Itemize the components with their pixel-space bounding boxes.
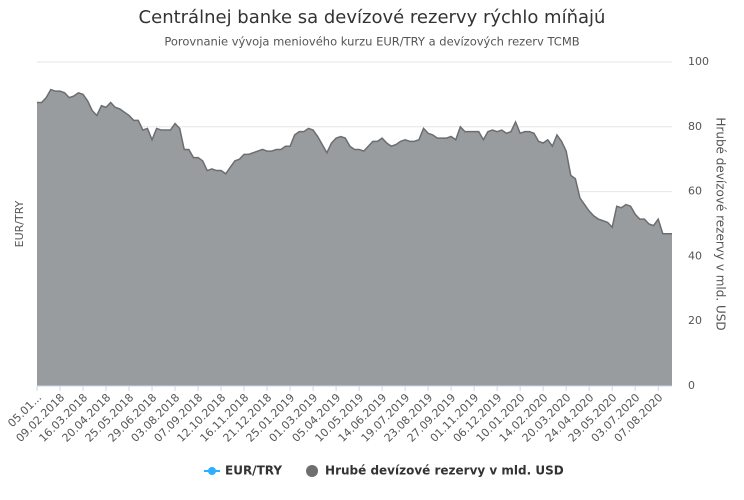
legend-symbol [208, 467, 216, 475]
y2-tick-label: 40 [688, 249, 702, 262]
y2-tick-label: 0 [688, 379, 695, 392]
y2-tick-label: 20 [688, 314, 702, 327]
chart-subtitle: Porovnanie vývoja meniového kurzu EUR/TR… [164, 35, 579, 49]
area-fill [37, 89, 672, 386]
legend-label: EUR/TRY [225, 464, 282, 478]
y2-tick-label: 80 [688, 120, 702, 133]
legend-label: Hrubé devízové rezervy v mld. USD [325, 464, 564, 478]
chart-title: Centrálnej banke sa devízové rezervy rýc… [139, 7, 606, 28]
y2-tick-label: 60 [688, 185, 702, 198]
legend-symbol [306, 465, 319, 477]
y-axis-title: EUR/TRY [13, 200, 26, 247]
area-line [37, 88, 672, 235]
y2-tick-label: 100 [688, 55, 709, 68]
y2-axis-title: Hrubé devízové rezervy v mld. USD [714, 117, 728, 330]
